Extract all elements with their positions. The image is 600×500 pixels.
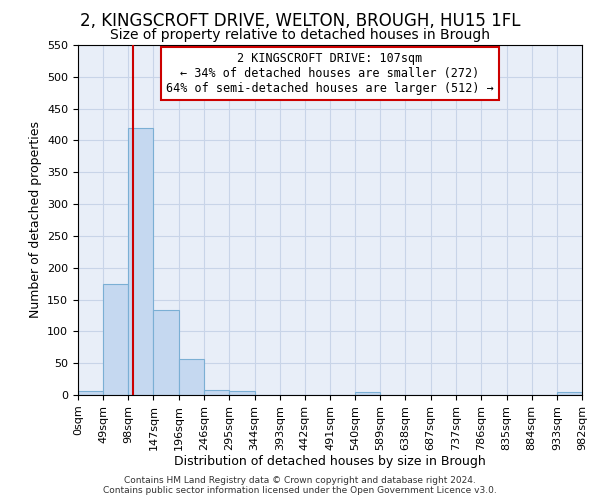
Bar — [557, 392, 582, 395]
Bar — [128, 128, 154, 395]
X-axis label: Distribution of detached houses by size in Brough: Distribution of detached houses by size … — [174, 456, 486, 468]
Text: Contains HM Land Registry data © Crown copyright and database right 2024.
Contai: Contains HM Land Registry data © Crown c… — [103, 476, 497, 495]
Bar — [355, 392, 380, 395]
Bar — [179, 358, 204, 395]
Bar — [103, 284, 128, 395]
Bar — [154, 310, 179, 395]
Y-axis label: Number of detached properties: Number of detached properties — [29, 122, 41, 318]
Text: 2 KINGSCROFT DRIVE: 107sqm
← 34% of detached houses are smaller (272)
64% of sem: 2 KINGSCROFT DRIVE: 107sqm ← 34% of deta… — [166, 52, 494, 95]
Text: Size of property relative to detached houses in Brough: Size of property relative to detached ho… — [110, 28, 490, 42]
Text: 2, KINGSCROFT DRIVE, WELTON, BROUGH, HU15 1FL: 2, KINGSCROFT DRIVE, WELTON, BROUGH, HU1… — [80, 12, 520, 30]
Bar — [229, 391, 254, 395]
Bar — [204, 390, 229, 395]
Bar — [78, 390, 103, 395]
